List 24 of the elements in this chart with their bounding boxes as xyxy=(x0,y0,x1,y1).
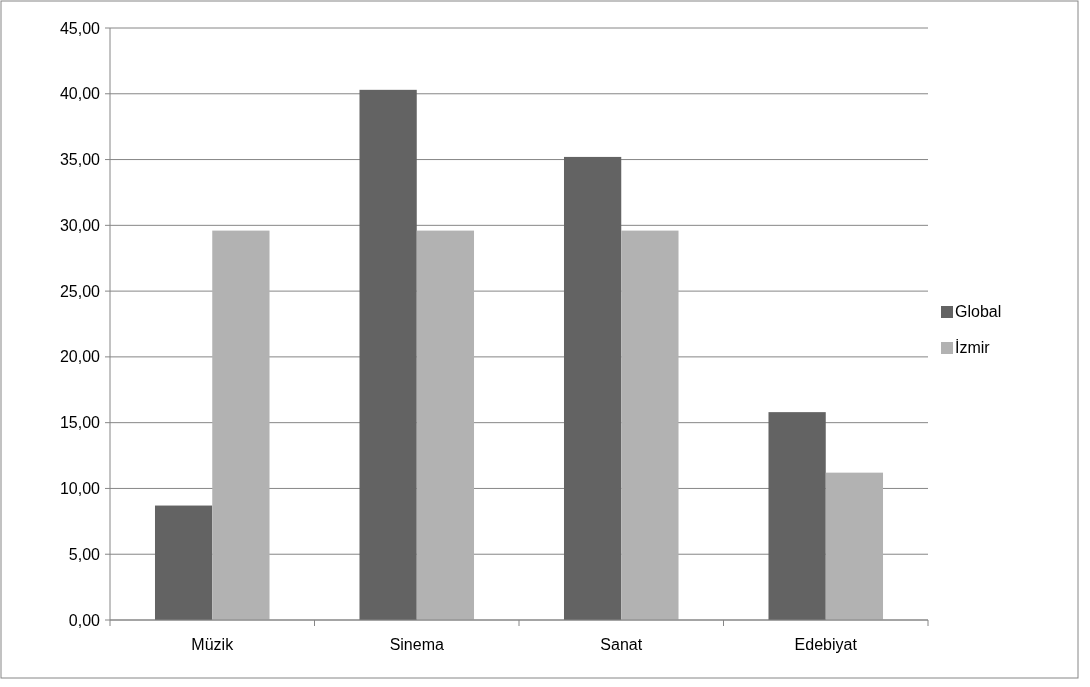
legend-label: İzmir xyxy=(955,338,991,357)
y-tick-label: 25,00 xyxy=(59,282,101,300)
x-tick-label: Müzik xyxy=(191,636,235,653)
bar xyxy=(621,230,679,620)
bar xyxy=(768,412,826,620)
y-tick-label: 20,00 xyxy=(59,348,101,366)
y-tick-label: 35,00 xyxy=(59,151,101,169)
bar xyxy=(825,472,884,620)
bar xyxy=(416,230,475,620)
y-tick-label: 5,00 xyxy=(68,545,101,563)
y-tick-label: 30,00 xyxy=(59,216,101,234)
bar xyxy=(359,89,417,620)
x-tick-label: Sinema xyxy=(389,636,444,653)
x-tick-label: Sanat xyxy=(600,636,643,653)
bar xyxy=(154,505,213,620)
y-tick-label: 0,00 xyxy=(68,611,101,629)
y-tick-label: 15,00 xyxy=(59,414,101,432)
y-tick-label: 10,00 xyxy=(59,480,101,498)
y-tick-label: 40,00 xyxy=(59,85,101,103)
legend-label: Global xyxy=(955,303,1002,321)
bar xyxy=(212,230,270,620)
x-tick-label: Edebiyat xyxy=(794,636,858,653)
y-tick-label: 45,00 xyxy=(59,19,101,37)
bar xyxy=(563,156,622,620)
